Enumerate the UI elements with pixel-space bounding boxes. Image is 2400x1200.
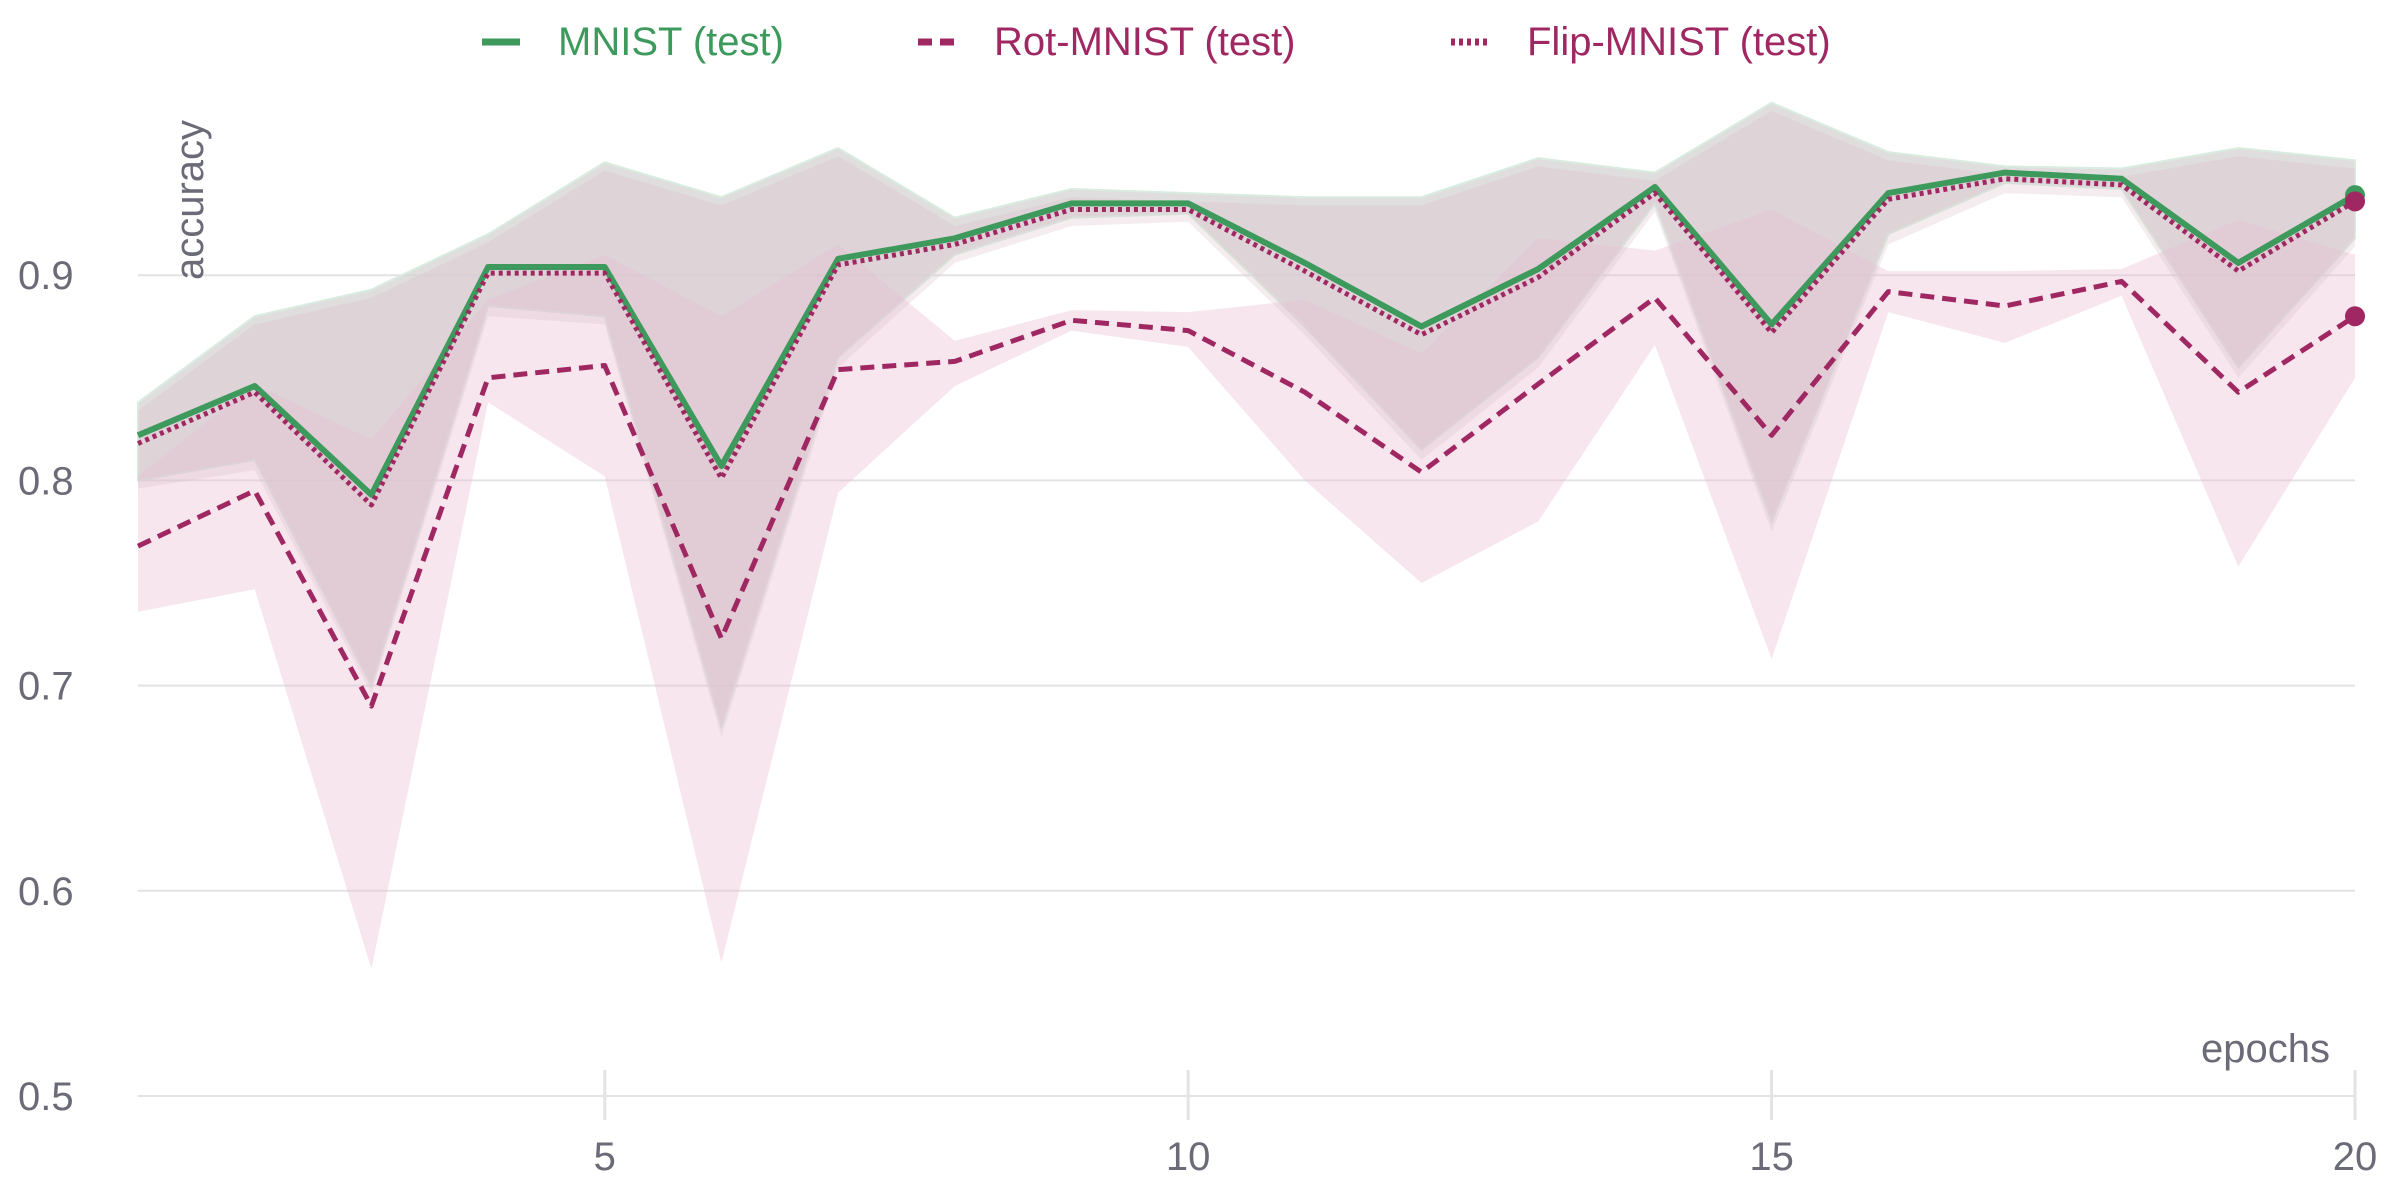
series-line	[136, 176, 2357, 508]
y-tick-label: 0.9	[18, 254, 74, 298]
y-tick-label: 0.8	[18, 459, 74, 503]
series-line	[136, 169, 2357, 498]
marker-layer	[2345, 185, 2365, 327]
series-line	[136, 278, 2357, 709]
line-layer	[136, 169, 2357, 709]
legend-label: Flip-MNIST (test)	[1527, 20, 1831, 64]
y-axis-label: accuracy	[168, 120, 212, 280]
x-tick-label: 5	[594, 1135, 616, 1179]
x-axis-label: epochs	[2201, 1027, 2330, 1071]
x-tick-label: 15	[1749, 1135, 1794, 1179]
legend-item: Rot-MNIST (test)	[918, 20, 1296, 64]
series-end-marker	[2345, 191, 2365, 212]
y-tick-label: 0.6	[18, 870, 74, 914]
y-tick-label: 0.5	[18, 1075, 74, 1119]
tick-layer: 0.5 0.6 0.7 0.8 0.9 5 10 15 20	[18, 254, 2377, 1179]
legend-item: Flip-MNIST (test)	[1451, 20, 1831, 64]
series-end-marker	[2345, 306, 2365, 327]
legend-label: Rot-MNIST (test)	[994, 20, 1296, 64]
x-tick-label: 20	[2333, 1135, 2378, 1179]
legend-item: MNIST (test)	[482, 20, 784, 64]
x-tick-label: 10	[1166, 1135, 1211, 1179]
legend-label: MNIST (test)	[558, 20, 784, 64]
y-tick-label: 0.7	[18, 665, 74, 709]
confidence-band	[138, 111, 2355, 737]
legend: MNIST (test) Rot-MNIST (test) Flip-MNIST (…	[482, 20, 1831, 64]
